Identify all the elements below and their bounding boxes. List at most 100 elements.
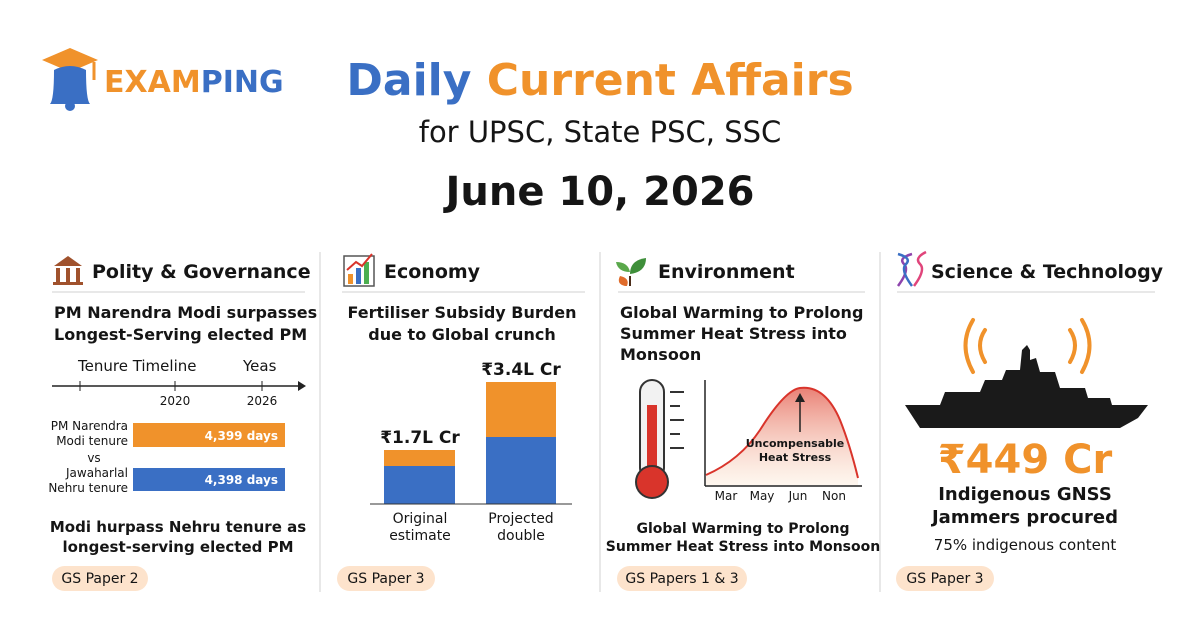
tag-pill <box>617 566 747 591</box>
title-part: Current Affairs <box>487 55 854 106</box>
bar-value-label: 4,398 days <box>205 473 278 487</box>
panel-economy: Economy Fertiliser Subsidy Burden due to… <box>337 253 585 591</box>
caption: longest-serving elected PM <box>62 538 293 556</box>
vs: vs <box>87 451 100 465</box>
headline: Indigenous GNSS <box>938 484 1112 505</box>
icon-sprout <box>616 258 646 286</box>
icon-part <box>356 268 361 284</box>
bell <box>50 66 90 104</box>
wave <box>978 328 987 364</box>
section-title: Polity & Governance <box>92 261 311 283</box>
headline: Monsoon <box>620 345 701 364</box>
bar-value-label: 4,399 days <box>205 429 278 443</box>
annotation: Heat Stress <box>759 451 832 464</box>
tag: GS Paper 3 <box>347 571 424 587</box>
headline: Global Warming to Prolong <box>620 303 863 322</box>
month-label: Mar <box>715 489 738 503</box>
bar-label: Original <box>393 511 448 527</box>
heat-area <box>706 387 858 485</box>
section-title: Environment <box>658 261 795 283</box>
tag: GS Paper 3 <box>906 571 983 587</box>
panel-science: Science & Technology ₹449 Cr Indigenous … <box>896 250 1164 591</box>
icon-part <box>346 253 373 271</box>
month-label: Non <box>822 489 846 503</box>
caption: Global Warming to Prolong <box>637 521 850 537</box>
icon-part <box>54 256 82 266</box>
thermo-bulb <box>635 465 669 499</box>
brand: EXAMPING <box>104 65 284 100</box>
heat-curve <box>705 386 859 479</box>
bar-label: double <box>497 528 545 544</box>
icon-part <box>616 262 630 272</box>
headline: Fertiliser Subsidy Burden <box>348 303 577 322</box>
detail: 75% indigenous content <box>934 536 1117 554</box>
ship <box>905 345 1148 428</box>
subtitle: for UPSC, State PSC, SSC <box>419 115 782 149</box>
icon-chart <box>343 253 375 287</box>
cap <box>42 48 98 72</box>
headline: due to Global crunch <box>368 325 555 344</box>
month-label: Jun <box>788 489 808 503</box>
section-title: Science & Technology <box>931 261 1164 283</box>
tag-pill <box>896 566 994 591</box>
caption: Summer Heat Stress into Monsoon <box>606 539 880 555</box>
icon-building <box>53 256 83 285</box>
icon-part <box>66 268 70 282</box>
tenure-bar <box>133 468 285 491</box>
timeline-tick-label: 2026 <box>247 394 278 408</box>
icon-part <box>76 268 80 282</box>
bar-label: Modi tenure <box>56 434 128 448</box>
timeline-label: Tenure Timeline <box>77 357 196 375</box>
icon-dna <box>896 250 927 287</box>
icon-part <box>912 250 927 287</box>
wave <box>1068 328 1077 364</box>
bell-clapper <box>65 101 75 111</box>
icon-part <box>364 262 369 284</box>
icon-part <box>56 268 60 282</box>
icon-part <box>618 276 628 286</box>
month-label: May <box>750 489 775 503</box>
tag: GS Paper 2 <box>61 571 138 587</box>
bar-segment <box>384 466 455 504</box>
headline: Summer Heat Stress into <box>620 324 847 343</box>
headline: Jammers procured <box>930 507 1118 528</box>
panel-polity: Polity & Governance PM Narendra Modi sur… <box>48 256 317 591</box>
icon-part <box>343 255 375 287</box>
headline: Longest-Serving elected PM <box>54 325 307 344</box>
bar-value-label: ₹3.4L Cr <box>481 360 561 380</box>
amount: ₹449 Cr <box>938 437 1113 483</box>
headline: PM Narendra Modi surpasses <box>54 303 317 322</box>
icon-part <box>53 282 83 285</box>
bar-label: Jawaharlal <box>65 466 128 480</box>
bar-label: Nehru tenure <box>48 481 128 495</box>
brand-part: PING <box>201 65 284 100</box>
bar-label: PM Narendra <box>51 419 128 433</box>
date: June 10, 2026 <box>442 169 754 215</box>
timeline-arrow <box>298 381 306 391</box>
bar-segment <box>486 437 556 504</box>
annotation-arrow-head <box>795 393 805 402</box>
timeline-tick-label: 2020 <box>160 394 191 408</box>
wave <box>963 318 975 374</box>
bar-label: Projected <box>488 511 553 527</box>
bar-value-label: ₹1.7L Cr <box>380 428 460 448</box>
caption: Modi hurpass Nehru tenure as <box>50 518 306 536</box>
logo: EXAMPING <box>42 48 284 111</box>
brand-part: EXAM <box>104 65 201 100</box>
annotation: Uncompensable <box>746 437 845 450</box>
thermometer <box>635 379 684 499</box>
tag-pill <box>337 566 435 591</box>
wave <box>1080 318 1092 374</box>
bar-segment <box>384 450 455 466</box>
thermo-mercury <box>647 405 657 480</box>
section-title: Economy <box>384 261 481 283</box>
icon-part <box>897 252 914 287</box>
title: Daily Current Affairs <box>346 55 853 106</box>
icon-part <box>348 274 353 284</box>
bar-label: estimate <box>389 528 451 544</box>
tag: GS Papers 1 & 3 <box>625 571 738 587</box>
signal-waves <box>963 318 1092 374</box>
